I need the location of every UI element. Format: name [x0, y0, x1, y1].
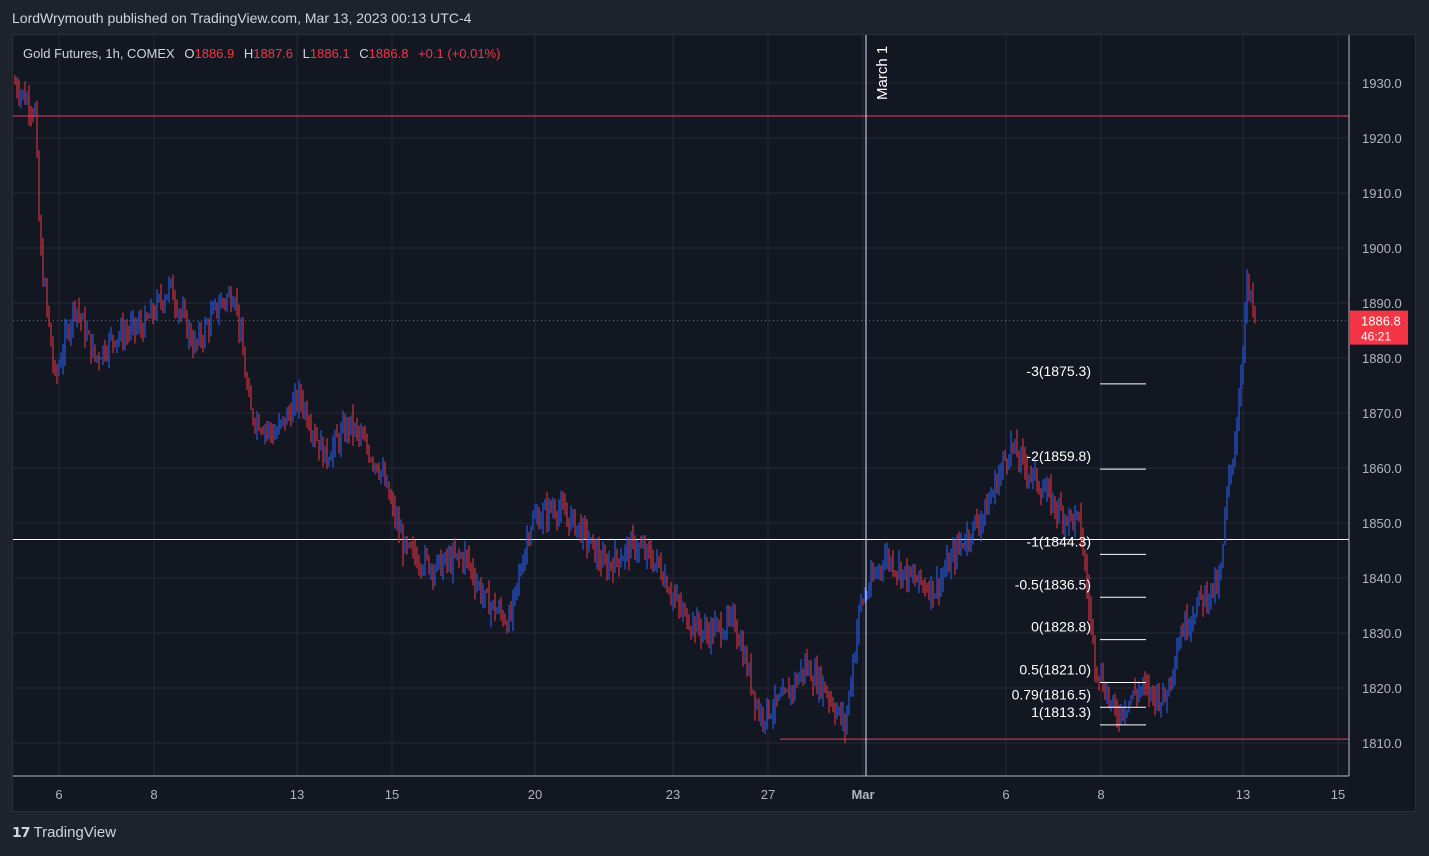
axes: 1810.0 1820.0 1830.0 1840.0 1850.0 1860.0 1870…: [13, 35, 1408, 802]
price-badge: [1350, 310, 1408, 345]
footer-brand[interactable]: 𝟭𝟳 TradingView: [12, 824, 116, 841]
footer-brand-text: TradingView: [33, 824, 117, 841]
level-lines: March 1: [13, 35, 1349, 776]
x-tick-label: 8: [150, 787, 157, 802]
close-label: C: [359, 46, 369, 61]
y-tick-label: 1880.0: [1362, 351, 1402, 366]
y-tick-label: 1930.0: [1362, 76, 1402, 91]
low-value: 1886.1: [309, 46, 350, 61]
x-tick-label: 27: [761, 787, 775, 802]
fib-level-label: 1(1813.3): [1031, 704, 1091, 720]
y-tick-label: 1870.0: [1362, 406, 1402, 421]
published-header: LordWrymouth published on TradingView.co…: [12, 10, 472, 26]
y-tick-label: 1850.0: [1362, 516, 1402, 531]
change-value: +0.1 (+0.01%): [418, 46, 501, 61]
tradingview-logo-icon: 𝟭𝟳: [12, 824, 31, 840]
fib-level-label: -0.5(1836.5): [1015, 576, 1091, 592]
open-value: 1886.9: [194, 46, 235, 61]
x-tick-label: 8: [1097, 787, 1104, 802]
x-tick-label: 23: [666, 787, 680, 802]
ohlc-legend: Gold Futures, 1h, COMEX O1886.9 H1887.6 …: [23, 46, 500, 61]
march-1-label: March 1: [874, 46, 891, 100]
x-tick-label: 15: [1331, 787, 1345, 802]
price-badge-value: 1886.8: [1361, 314, 1401, 329]
close-value: 1886.8: [368, 46, 409, 61]
fib-level-label: 0(1828.8): [1031, 619, 1091, 635]
y-tick-label: 1890.0: [1362, 296, 1402, 311]
y-tick-label: 1810.0: [1362, 736, 1402, 751]
y-tick-label: 1860.0: [1362, 461, 1402, 476]
x-tick-label: 15: [385, 787, 399, 802]
x-tick-label: 13: [1236, 787, 1250, 802]
fib-level-label: -2(1859.8): [1026, 448, 1091, 464]
y-tick-label: 1920.0: [1362, 131, 1402, 146]
y-tick-label: 1910.0: [1362, 186, 1402, 201]
y-tick-label: 1830.0: [1362, 626, 1402, 641]
fib-level-label: -1(1844.3): [1026, 533, 1091, 549]
x-tick-label: Mar: [851, 787, 874, 802]
high-label: H: [243, 46, 254, 61]
symbol-label[interactable]: Gold Futures, 1h, COMEX: [23, 46, 175, 61]
y-tick-label: 1820.0: [1362, 681, 1402, 696]
x-tick-label: 13: [290, 787, 304, 802]
x-tick-label: 20: [528, 787, 542, 802]
y-tick-label: 1900.0: [1362, 241, 1402, 256]
candles: [14, 75, 1256, 744]
chart-grid: [13, 35, 1349, 776]
x-tick-label: 6: [55, 787, 62, 802]
price-badge-countdown: 46:21: [1361, 330, 1391, 344]
open-label: O: [184, 46, 195, 61]
high-value: 1887.6: [253, 46, 294, 61]
chart-frame[interactable]: [12, 34, 1416, 812]
fib-level-label: -3(1875.3): [1026, 363, 1091, 379]
y-tick-label: 1840.0: [1362, 571, 1402, 586]
fib-levels: -3(1875.3) -2(1859.8) -1(1844.3) -0.5(1836.…: [1012, 363, 1146, 726]
x-tick-label: 6: [1002, 787, 1009, 802]
low-label: L: [302, 46, 310, 61]
fib-level-label: 0.5(1821.0): [1019, 662, 1091, 678]
fib-level-label: 0.79(1816.5): [1012, 686, 1091, 702]
